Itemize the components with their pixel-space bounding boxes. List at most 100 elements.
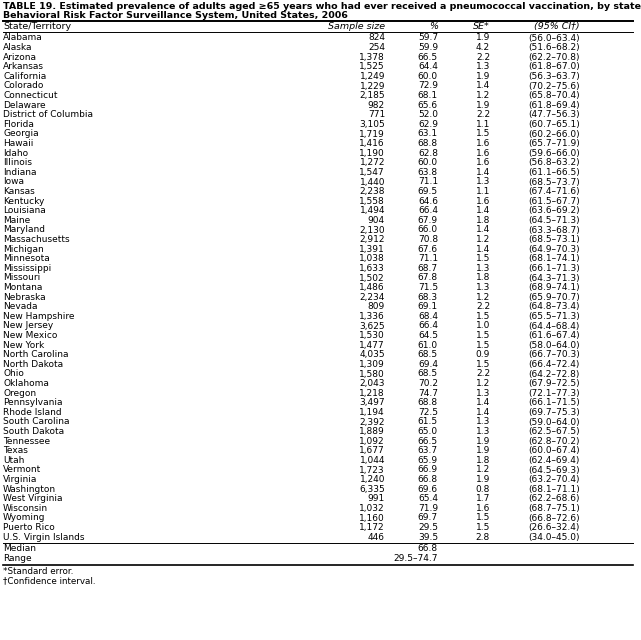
Text: South Dakota: South Dakota — [3, 427, 64, 436]
Text: 66.4: 66.4 — [418, 321, 438, 330]
Text: 2.8: 2.8 — [476, 532, 490, 541]
Text: Puerto Rico: Puerto Rico — [3, 523, 54, 532]
Text: 446: 446 — [368, 532, 385, 541]
Text: Delaware: Delaware — [3, 100, 46, 109]
Text: 1,494: 1,494 — [360, 206, 385, 215]
Text: 66.4: 66.4 — [418, 206, 438, 215]
Text: 1.2: 1.2 — [476, 292, 490, 301]
Text: Louisiana: Louisiana — [3, 206, 46, 215]
Text: 66.5: 66.5 — [418, 436, 438, 445]
Text: 68.5: 68.5 — [418, 350, 438, 359]
Text: 1.6: 1.6 — [476, 148, 490, 157]
Text: *Standard error.: *Standard error. — [3, 568, 73, 577]
Text: 72.9: 72.9 — [418, 81, 438, 90]
Text: 1,032: 1,032 — [360, 504, 385, 513]
Text: 61.0: 61.0 — [418, 340, 438, 349]
Text: (58.0–64.0): (58.0–64.0) — [528, 340, 580, 349]
Text: (61.6–67.4): (61.6–67.4) — [528, 331, 580, 340]
Text: Indiana: Indiana — [3, 168, 37, 177]
Text: (59.0–64.0): (59.0–64.0) — [528, 417, 580, 426]
Text: 2.2: 2.2 — [476, 302, 490, 311]
Text: 1.4: 1.4 — [476, 398, 490, 407]
Text: 1.4: 1.4 — [476, 206, 490, 215]
Text: 64.4: 64.4 — [418, 62, 438, 71]
Text: (64.5–69.3): (64.5–69.3) — [528, 465, 580, 474]
Text: Michigan: Michigan — [3, 244, 44, 253]
Text: 65.6: 65.6 — [418, 100, 438, 109]
Text: 1.1: 1.1 — [476, 120, 490, 129]
Text: 1.8: 1.8 — [476, 456, 490, 465]
Text: 1,336: 1,336 — [359, 312, 385, 321]
Text: 2.2: 2.2 — [476, 110, 490, 119]
Text: District of Columbia: District of Columbia — [3, 110, 93, 119]
Text: Oklahoma: Oklahoma — [3, 379, 49, 388]
Text: Missouri: Missouri — [3, 273, 40, 282]
Text: New Hampshire: New Hampshire — [3, 312, 74, 321]
Text: 68.7: 68.7 — [418, 264, 438, 273]
Text: 1,416: 1,416 — [360, 139, 385, 148]
Text: 68.8: 68.8 — [418, 139, 438, 148]
Text: 70.2: 70.2 — [418, 379, 438, 388]
Text: 4,035: 4,035 — [360, 350, 385, 359]
Text: Alaska: Alaska — [3, 43, 33, 52]
Text: 1.3: 1.3 — [476, 177, 490, 186]
Text: 1,240: 1,240 — [360, 475, 385, 484]
Text: 1.9: 1.9 — [476, 446, 490, 455]
Text: 1,677: 1,677 — [359, 446, 385, 455]
Text: (47.7–56.3): (47.7–56.3) — [528, 110, 580, 119]
Text: 1.3: 1.3 — [476, 264, 490, 273]
Text: (64.2–72.8): (64.2–72.8) — [529, 369, 580, 378]
Text: (65.9–70.7): (65.9–70.7) — [528, 292, 580, 301]
Text: 3,497: 3,497 — [360, 398, 385, 407]
Text: (51.6–68.2): (51.6–68.2) — [528, 43, 580, 52]
Text: 65.4: 65.4 — [418, 494, 438, 503]
Text: Washington: Washington — [3, 484, 56, 493]
Text: New York: New York — [3, 340, 44, 349]
Text: Vermont: Vermont — [3, 465, 41, 474]
Text: (95% CI†): (95% CI†) — [535, 22, 580, 31]
Text: 64.5: 64.5 — [418, 331, 438, 340]
Text: (69.7–75.3): (69.7–75.3) — [528, 408, 580, 417]
Text: 3,105: 3,105 — [359, 120, 385, 129]
Text: 59.7: 59.7 — [418, 33, 438, 42]
Text: 71.5: 71.5 — [418, 283, 438, 292]
Text: (65.8–70.4): (65.8–70.4) — [528, 91, 580, 100]
Text: 68.4: 68.4 — [418, 312, 438, 321]
Text: State/Territory: State/Territory — [3, 22, 71, 31]
Text: Georgia: Georgia — [3, 129, 38, 138]
Text: (68.1–71.1): (68.1–71.1) — [528, 484, 580, 493]
Text: (62.2–68.6): (62.2–68.6) — [528, 494, 580, 503]
Text: 69.5: 69.5 — [418, 187, 438, 196]
Text: 1.7: 1.7 — [476, 494, 490, 503]
Text: 68.3: 68.3 — [418, 292, 438, 301]
Text: 4.2: 4.2 — [476, 43, 490, 52]
Text: 39.5: 39.5 — [418, 532, 438, 541]
Text: 1.5: 1.5 — [476, 129, 490, 138]
Text: (63.2–70.4): (63.2–70.4) — [528, 475, 580, 484]
Text: 66.5: 66.5 — [418, 52, 438, 61]
Text: 1,525: 1,525 — [360, 62, 385, 71]
Text: 1.8: 1.8 — [476, 216, 490, 225]
Text: (63.3–68.7): (63.3–68.7) — [528, 225, 580, 234]
Text: Wyoming: Wyoming — [3, 513, 46, 522]
Text: 0.9: 0.9 — [476, 350, 490, 359]
Text: (56.8–63.2): (56.8–63.2) — [528, 158, 580, 167]
Text: 64.6: 64.6 — [418, 196, 438, 205]
Text: 1,723: 1,723 — [360, 465, 385, 474]
Text: Ohio: Ohio — [3, 369, 24, 378]
Text: 71.1: 71.1 — [418, 254, 438, 263]
Text: (62.2–70.8): (62.2–70.8) — [528, 52, 580, 61]
Text: 62.9: 62.9 — [418, 120, 438, 129]
Text: 1.1: 1.1 — [476, 187, 490, 196]
Text: 1.2: 1.2 — [476, 465, 490, 474]
Text: 1,272: 1,272 — [360, 158, 385, 167]
Text: Nevada: Nevada — [3, 302, 38, 311]
Text: 1,249: 1,249 — [360, 72, 385, 81]
Text: 68.8: 68.8 — [418, 398, 438, 407]
Text: (72.1–77.3): (72.1–77.3) — [528, 388, 580, 397]
Text: 1.2: 1.2 — [476, 379, 490, 388]
Text: Wisconsin: Wisconsin — [3, 504, 48, 513]
Text: Illinois: Illinois — [3, 158, 32, 167]
Text: (64.5–71.3): (64.5–71.3) — [528, 216, 580, 225]
Text: 2,185: 2,185 — [360, 91, 385, 100]
